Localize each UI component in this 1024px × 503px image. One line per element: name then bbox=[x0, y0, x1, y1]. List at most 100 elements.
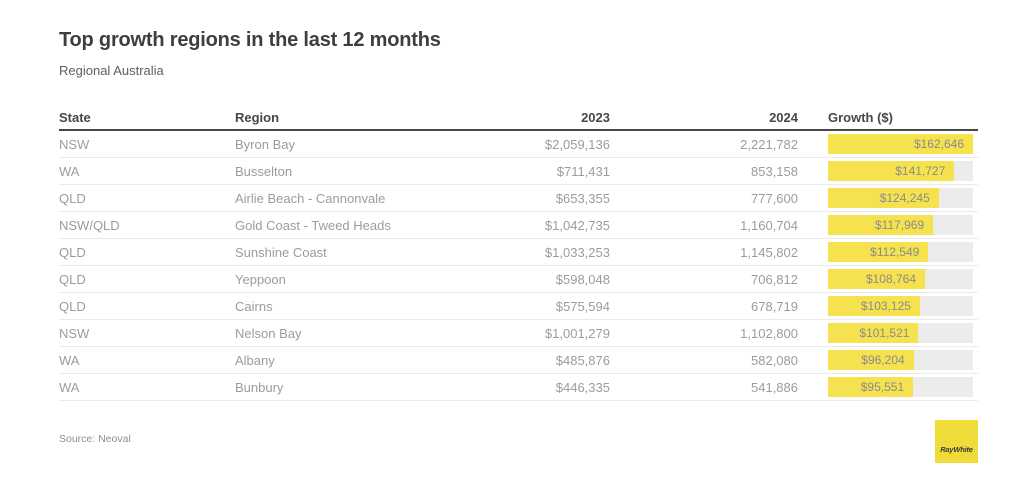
table-row: WA Albany $485,876 582,080 $96,204 bbox=[59, 347, 978, 374]
cell-state: QLD bbox=[59, 190, 86, 206]
cell-region: Yeppoon bbox=[235, 271, 286, 287]
raywhite-logo-text: RayWhite bbox=[940, 444, 973, 454]
col-header-region: Region bbox=[235, 109, 280, 125]
table-body: NSW Byron Bay $2,059,136 2,221,782 $162,… bbox=[59, 131, 978, 401]
cell-2023: $446,335 bbox=[555, 379, 610, 395]
cell-growth: $108,764 bbox=[798, 269, 978, 289]
cell-2024: 706,812 bbox=[751, 271, 798, 287]
table-row: QLD Yeppoon $598,048 706,812 $108,764 bbox=[59, 266, 978, 293]
cell-2023: $1,042,735 bbox=[544, 217, 610, 233]
cell-2024: 777,600 bbox=[751, 190, 798, 206]
growth-bar: $101,521 bbox=[828, 323, 919, 343]
cell-growth: $96,204 bbox=[798, 350, 978, 370]
cell-growth: $101,521 bbox=[798, 323, 978, 343]
cell-region: Albany bbox=[235, 352, 275, 368]
growth-bar: $103,125 bbox=[828, 296, 920, 316]
page-subtitle: Regional Australia bbox=[59, 63, 164, 78]
col-header-2024: 2024 bbox=[769, 109, 798, 125]
growth-bar-track: $112,549 bbox=[828, 242, 973, 262]
cell-region: Airlie Beach - Cannonvale bbox=[235, 190, 386, 206]
cell-region: Byron Bay bbox=[235, 136, 295, 152]
cell-region: Bunbury bbox=[235, 379, 284, 395]
growth-value-label: $101,521 bbox=[859, 326, 910, 340]
col-header-2023: 2023 bbox=[581, 109, 610, 125]
growth-bar: $141,727 bbox=[828, 161, 955, 181]
table-row: NSW Byron Bay $2,059,136 2,221,782 $162,… bbox=[59, 131, 978, 158]
cell-state: QLD bbox=[59, 298, 86, 314]
cell-2023: $1,033,253 bbox=[544, 244, 610, 260]
cell-region: Nelson Bay bbox=[235, 325, 302, 341]
raywhite-logo: RayWhite bbox=[935, 420, 978, 463]
cell-state: QLD bbox=[59, 271, 86, 287]
source-note: Source: Neoval bbox=[59, 433, 131, 445]
table-row: NSW/QLD Gold Coast - Tweed Heads $1,042,… bbox=[59, 212, 978, 239]
page-footer: Source: Neoval RayWhite bbox=[59, 420, 978, 463]
growth-bar-track: $162,646 bbox=[828, 134, 973, 154]
growth-bar-track: $124,245 bbox=[828, 188, 973, 208]
growth-value-label: $162,646 bbox=[913, 137, 964, 151]
col-header-growth: Growth ($) bbox=[828, 109, 893, 125]
growth-value-label: $117,969 bbox=[874, 218, 925, 232]
table-row: WA Busselton $711,431 853,158 $141,727 bbox=[59, 158, 978, 185]
cell-region: Gold Coast - Tweed Heads bbox=[235, 217, 391, 233]
growth-bar: $108,764 bbox=[828, 269, 925, 289]
cell-region: Cairns bbox=[235, 298, 273, 314]
cell-2024: 1,102,800 bbox=[740, 325, 798, 341]
table-row: QLD Sunshine Coast $1,033,253 1,145,802 … bbox=[59, 239, 978, 266]
cell-growth: $103,125 bbox=[798, 296, 978, 316]
cell-state: NSW bbox=[59, 325, 90, 341]
table-row: QLD Cairns $575,594 678,719 $103,125 bbox=[59, 293, 978, 320]
growth-table: State Region 2023 2024 Growth ($) NSW By… bbox=[59, 105, 978, 401]
cell-growth: $112,549 bbox=[798, 242, 978, 262]
growth-bar: $162,646 bbox=[828, 134, 973, 154]
cell-region: Sunshine Coast bbox=[235, 244, 327, 260]
growth-value-label: $112,549 bbox=[870, 245, 920, 259]
cell-2024: 678,719 bbox=[751, 298, 798, 314]
col-header-state: State bbox=[59, 109, 91, 125]
cell-2024: 582,080 bbox=[751, 352, 798, 368]
cell-growth: $117,969 bbox=[798, 215, 978, 235]
cell-2024: 1,145,802 bbox=[740, 244, 798, 260]
cell-2023: $2,059,136 bbox=[544, 136, 610, 152]
cell-state: WA bbox=[59, 163, 80, 179]
cell-2024: 2,221,782 bbox=[740, 136, 798, 152]
growth-bar: $95,551 bbox=[828, 377, 914, 397]
cell-2024: 1,160,704 bbox=[740, 217, 798, 233]
table-header-row: State Region 2023 2024 Growth ($) bbox=[59, 105, 978, 131]
cell-state: QLD bbox=[59, 244, 86, 260]
growth-bar: $96,204 bbox=[828, 350, 914, 370]
growth-value-label: $124,245 bbox=[879, 191, 930, 205]
growth-bar-track: $141,727 bbox=[828, 161, 973, 181]
report-page: Top growth regions in the last 12 months… bbox=[59, 29, 978, 463]
cell-2024: 541,886 bbox=[751, 379, 798, 395]
growth-bar-track: $95,551 bbox=[828, 377, 973, 397]
cell-state: WA bbox=[59, 352, 80, 368]
growth-bar: $112,549 bbox=[828, 242, 929, 262]
growth-bar: $117,969 bbox=[828, 215, 934, 235]
cell-state: NSW/QLD bbox=[59, 217, 120, 233]
growth-bar-track: $103,125 bbox=[828, 296, 973, 316]
cell-2023: $575,594 bbox=[555, 298, 610, 314]
growth-bar: $124,245 bbox=[828, 188, 939, 208]
table-row: QLD Airlie Beach - Cannonvale $653,355 7… bbox=[59, 185, 978, 212]
page-title: Top growth regions in the last 12 months bbox=[59, 29, 441, 51]
cell-growth: $95,551 bbox=[798, 377, 978, 397]
cell-state: WA bbox=[59, 379, 80, 395]
cell-2023: $1,001,279 bbox=[544, 325, 610, 341]
cell-2023: $653,355 bbox=[555, 190, 610, 206]
table-row: NSW Nelson Bay $1,001,279 1,102,800 $101… bbox=[59, 320, 978, 347]
cell-2023: $598,048 bbox=[555, 271, 610, 287]
growth-bar-track: $108,764 bbox=[828, 269, 973, 289]
cell-2023: $711,431 bbox=[556, 163, 610, 179]
growth-value-label: $96,204 bbox=[861, 353, 905, 367]
table-row: WA Bunbury $446,335 541,886 $95,551 bbox=[59, 374, 978, 401]
cell-growth: $124,245 bbox=[798, 188, 978, 208]
growth-value-label: $108,764 bbox=[865, 272, 916, 286]
cell-2023: $485,876 bbox=[555, 352, 610, 368]
cell-growth: $141,727 bbox=[798, 161, 978, 181]
growth-bar-track: $96,204 bbox=[828, 350, 973, 370]
cell-2024: 853,158 bbox=[751, 163, 798, 179]
growth-bar-track: $101,521 bbox=[828, 323, 973, 343]
growth-value-label: $141,727 bbox=[895, 164, 946, 178]
growth-value-label: $103,125 bbox=[860, 299, 911, 313]
